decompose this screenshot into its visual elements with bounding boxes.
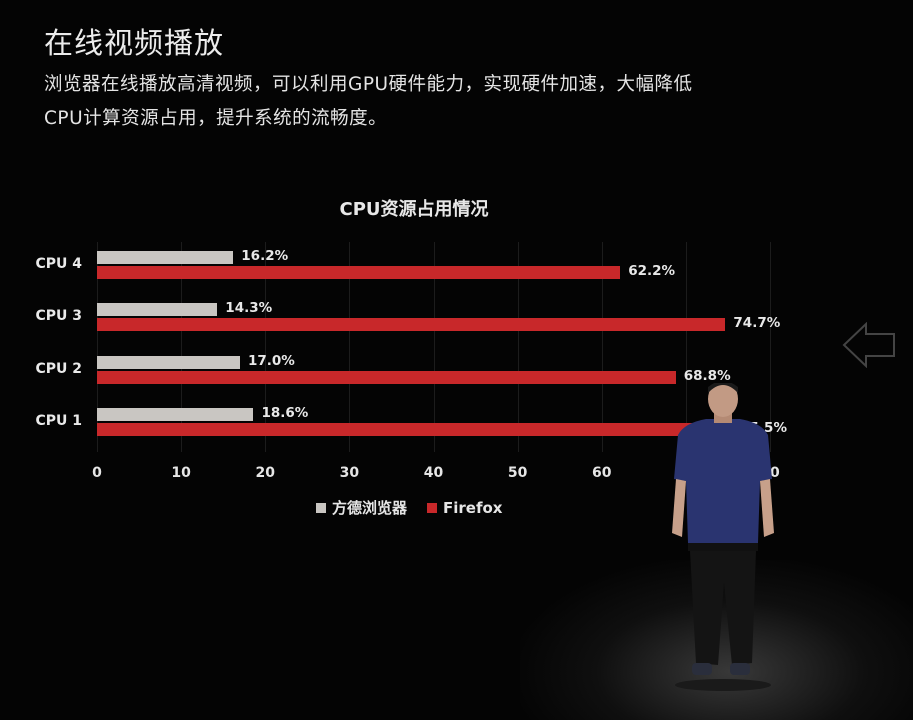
slide-title: 在线视频播放 — [44, 26, 225, 60]
x-axis-tick: 40 — [423, 465, 444, 481]
x-axis-tick: 20 — [255, 465, 275, 481]
gridline — [770, 242, 771, 452]
gridline — [97, 242, 98, 452]
y-axis-category-label: CPU 2 — [35, 361, 82, 377]
data-label: 68.8% — [683, 368, 731, 384]
gridline — [517, 242, 519, 452]
data-label: 74.7% — [733, 315, 781, 331]
gridline — [349, 242, 351, 452]
x-axis-tick: 30 — [339, 465, 360, 481]
gridline — [685, 242, 687, 452]
x-axis-tick: 0 — [92, 465, 102, 481]
gridline — [181, 242, 183, 452]
slide-description-line-2: CPU计算资源占用，提升系统的流畅度。 — [44, 108, 388, 129]
x-axis-tick: 60 — [592, 465, 612, 481]
gridline — [601, 242, 603, 452]
bar-firefox — [97, 423, 733, 436]
chart-legend: 方德浏览器 Firefox — [316, 497, 522, 518]
data-label: 14.3% — [225, 300, 273, 316]
data-label: 17.0% — [248, 353, 295, 369]
data-label: 62.2% — [628, 263, 676, 279]
x-axis-tick: 10 — [171, 465, 191, 481]
legend-item-fangde: 方德浏览器 — [316, 497, 407, 518]
bar-firefox — [97, 371, 676, 384]
legend-item-firefox: Firefox — [427, 499, 502, 517]
y-axis-category-label: CPU 4 — [35, 256, 82, 272]
legend-label: Firefox — [443, 498, 503, 517]
bar-firefox — [97, 318, 726, 331]
bar-firefox — [97, 266, 621, 279]
x-axis-tick: 50 — [507, 465, 528, 481]
chart-title: CPU资源占用情况 — [339, 199, 489, 220]
bar-fangde — [97, 408, 254, 421]
legend-swatch-red — [427, 502, 438, 513]
y-axis-category-label: CPU 3 — [35, 308, 82, 324]
bar-fangde — [97, 303, 218, 316]
bar-fangde — [97, 251, 234, 264]
slide-description-line-1: 浏览器在线播放高清视频，可以利用GPU硬件能力，实现硬件加速，大幅降低 — [44, 74, 693, 95]
data-label: 16.2% — [241, 248, 289, 264]
presenter-figure — [672, 383, 774, 691]
data-label: 18.6% — [261, 405, 309, 421]
legend-swatch-gray — [316, 502, 326, 513]
left-arrow-outline-icon[interactable] — [842, 322, 896, 368]
legend-label: 方德浏览器 — [332, 499, 408, 517]
bar-fangde — [97, 356, 240, 369]
gridline — [433, 242, 435, 452]
y-axis-category-label: CPU 1 — [35, 413, 82, 429]
gridline — [265, 242, 267, 452]
